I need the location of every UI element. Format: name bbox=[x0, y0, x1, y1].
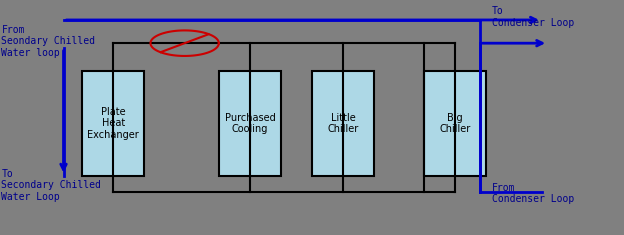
FancyBboxPatch shape bbox=[219, 71, 281, 176]
FancyBboxPatch shape bbox=[312, 71, 374, 176]
FancyBboxPatch shape bbox=[82, 71, 144, 176]
FancyBboxPatch shape bbox=[424, 71, 486, 176]
Text: Little
Chiller: Little Chiller bbox=[328, 113, 359, 134]
Text: Purchased
Cooling: Purchased Cooling bbox=[225, 113, 275, 134]
Text: To
Condenser Loop: To Condenser Loop bbox=[492, 6, 575, 28]
Text: To
Secondary Chilled
Water Loop: To Secondary Chilled Water Loop bbox=[1, 168, 101, 202]
Text: Big
Chiller: Big Chiller bbox=[439, 113, 470, 134]
Text: From
Seondary Chilled
Water loop: From Seondary Chilled Water loop bbox=[1, 25, 95, 58]
Text: Plate
Heat
Exchanger: Plate Heat Exchanger bbox=[87, 107, 139, 140]
Text: From
Condenser Loop: From Condenser Loop bbox=[492, 183, 575, 204]
